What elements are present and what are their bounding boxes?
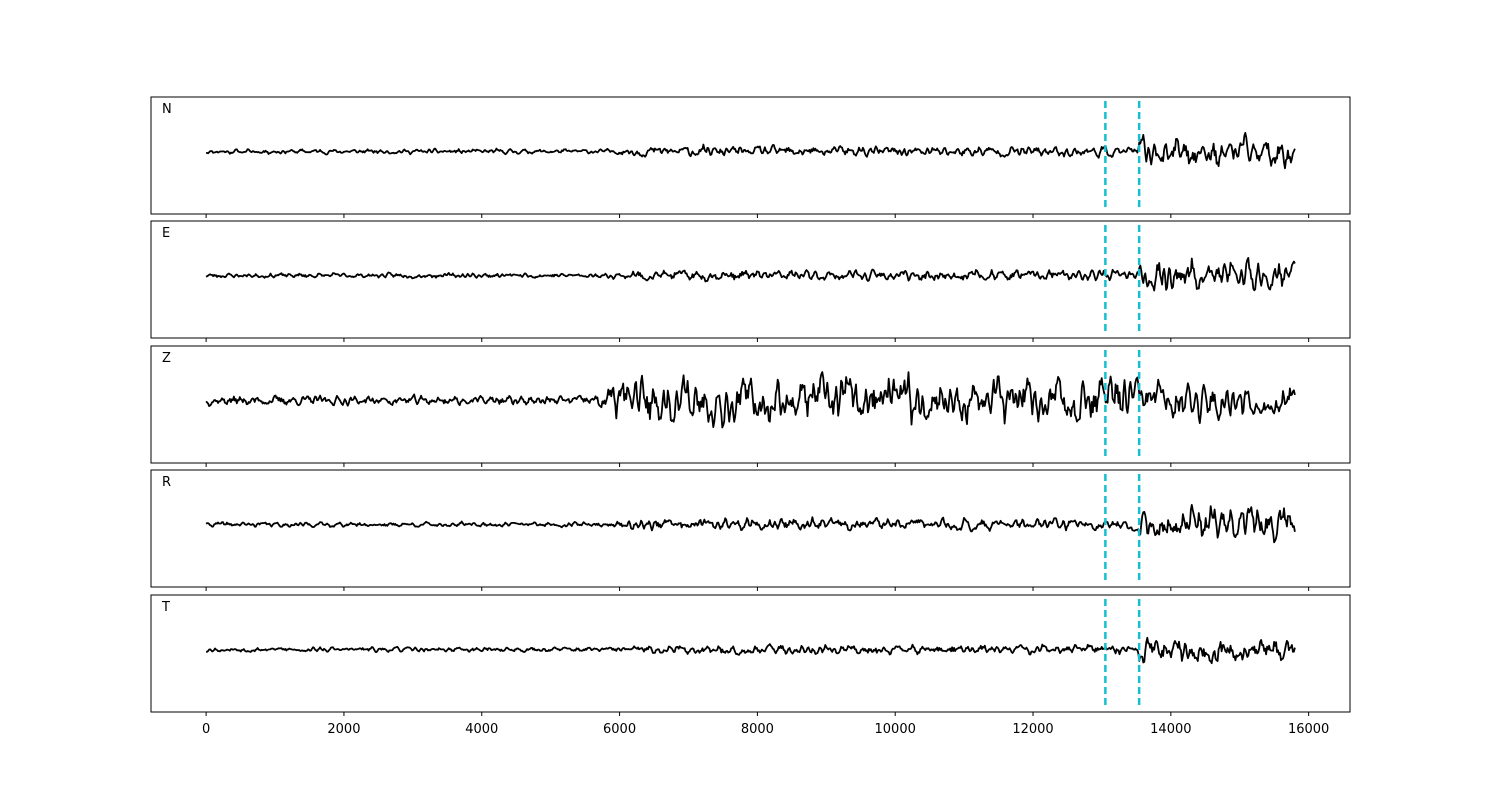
x-tick-label-0: 0	[202, 722, 210, 737]
panel-frame-R	[150, 469, 1351, 588]
panel-frame-E	[150, 220, 1351, 339]
x-tick-label-6: 12000	[1012, 722, 1053, 737]
panel-frame-N	[150, 96, 1351, 215]
x-tick-label-2: 4000	[465, 722, 498, 737]
panel-frame-T	[150, 594, 1351, 713]
x-tick-label-5: 10000	[875, 722, 916, 737]
trace-line-N	[205, 132, 1296, 170]
trace-line-R	[205, 504, 1296, 544]
trace-line-E	[205, 257, 1296, 292]
panel-label-Z: Z	[162, 351, 171, 366]
x-tick-label-7: 14000	[1150, 722, 1191, 737]
trace-line-Z	[205, 371, 1296, 429]
panel-label-T: T	[161, 600, 170, 615]
x-tick-label-8: 16000	[1288, 722, 1329, 737]
panel-frame-Z	[150, 345, 1351, 464]
panel-label-R: R	[162, 475, 171, 490]
trace-line-T	[206, 636, 1296, 665]
x-tick-label-3: 6000	[603, 722, 636, 737]
panel-label-E: E	[162, 226, 170, 241]
x-tick-label-1: 2000	[327, 722, 360, 737]
panel-label-N: N	[162, 102, 172, 117]
x-tick-label-4: 8000	[741, 722, 774, 737]
